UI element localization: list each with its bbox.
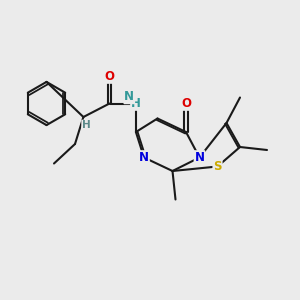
Text: H: H xyxy=(82,120,91,130)
Text: N: N xyxy=(124,90,134,104)
Text: S: S xyxy=(213,160,222,173)
Text: O: O xyxy=(104,70,115,83)
Text: H: H xyxy=(131,97,141,110)
Text: N: N xyxy=(139,151,149,164)
Text: N: N xyxy=(194,151,205,164)
Text: O: O xyxy=(181,97,191,110)
